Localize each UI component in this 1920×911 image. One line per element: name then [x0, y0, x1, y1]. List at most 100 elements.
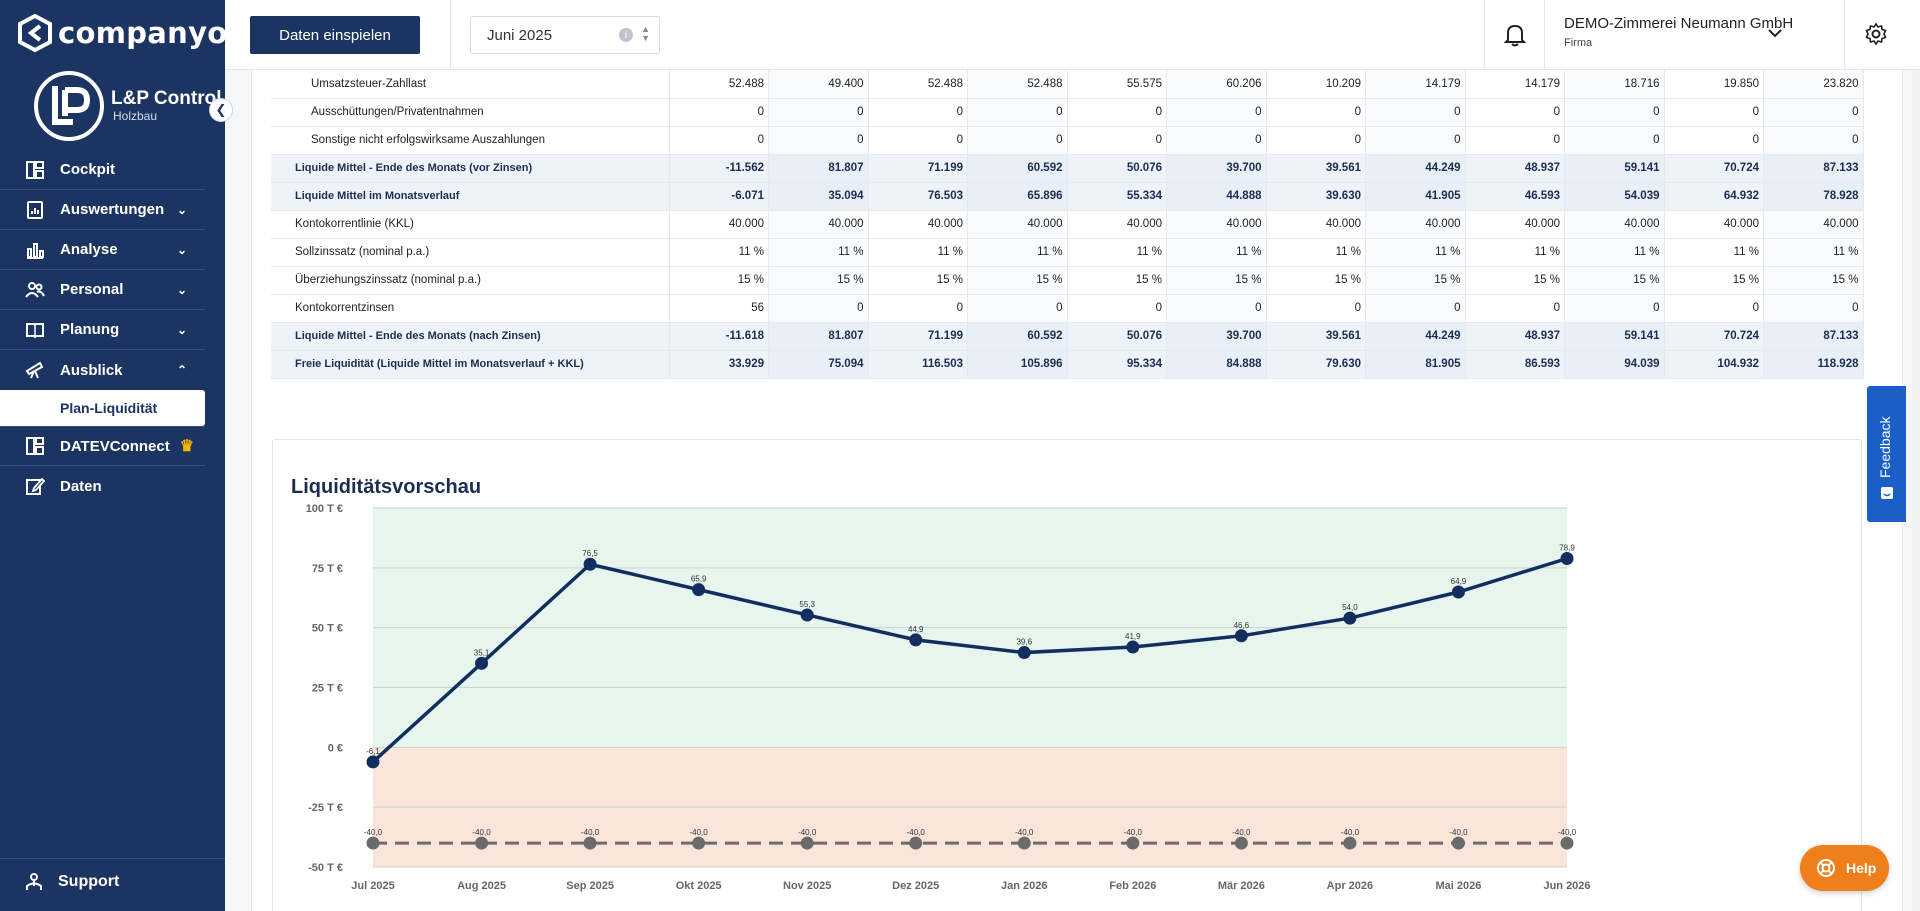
company-selector[interactable]: DEMO-Zimmerei Neumann GmbH Firma — [1564, 15, 1793, 49]
bell-icon[interactable] — [1504, 23, 1526, 47]
table-cell: 48.937 — [1465, 154, 1565, 183]
report-icon — [24, 199, 46, 221]
table-cell: 44.249 — [1365, 154, 1466, 183]
sidebar-item-label: Ausblick — [60, 361, 123, 379]
book-icon — [24, 319, 46, 341]
data-point — [692, 583, 706, 597]
table-cell: 50.076 — [1067, 322, 1167, 351]
table-cell: 40.000 — [1465, 210, 1565, 239]
data-label: 76,5 — [582, 549, 598, 558]
liquidity-chart: 100 T € 75 T € 50 T € 25 T € 0 € -25 T € -50 T… — [306, 503, 1591, 892]
table-cell: 56 — [669, 294, 769, 323]
table-cell: 64.932 — [1664, 182, 1764, 211]
data-point — [1343, 836, 1357, 850]
table-cell: 15 % — [967, 266, 1068, 295]
sidebar-item-ausblick[interactable]: Ausblick ⌃ — [0, 350, 205, 390]
gear-icon[interactable] — [1864, 22, 1888, 46]
sidebar-item-personal[interactable]: Personal ⌄ — [0, 270, 205, 310]
row-label: Kontokorrentzinsen — [271, 294, 670, 323]
table-cell: 70.724 — [1664, 322, 1764, 351]
table-cell: 87.133 — [1763, 154, 1864, 183]
table-cell: 0 — [768, 98, 869, 127]
bar-chart-icon — [24, 239, 46, 261]
table-cell: 0 — [669, 98, 769, 127]
chart-card: Liquiditätsvorschau 100 T € 75 T € 50 T € 2… — [272, 439, 1862, 911]
table-cell: 15 % — [1166, 266, 1267, 295]
table-cell: 0 — [1763, 294, 1864, 323]
table-cell: 40.000 — [1664, 210, 1764, 239]
table-cell: 0 — [1365, 98, 1466, 127]
data-label: 54,0 — [1342, 603, 1358, 612]
sidebar-subitem-plan-liquiditaet[interactable]: Plan-Liquidität — [0, 390, 205, 426]
table-cell: 15 % — [1067, 266, 1167, 295]
table-cell: 11 % — [1266, 238, 1366, 267]
x-tick-label: Dez 2025 — [892, 880, 939, 892]
table-cell: 81.807 — [768, 322, 869, 351]
row-label: Liquide Mittel - Ende des Monats (nach Z… — [271, 322, 670, 351]
divider — [1844, 0, 1845, 70]
table-cell: 0 — [1664, 98, 1764, 127]
support-link[interactable]: Support — [24, 872, 119, 892]
table-cell: 60.206 — [1166, 70, 1267, 99]
table-cell: 40.000 — [1365, 210, 1466, 239]
data-point — [1017, 646, 1031, 660]
table-cell: 75.094 — [768, 350, 869, 379]
table-cell: 0 — [1067, 294, 1167, 323]
table-row: Liquide Mittel - Ende des Monats (nach Z… — [271, 322, 1864, 351]
table-cell: 44.888 — [1166, 182, 1267, 211]
data-label: -40,0 — [472, 828, 491, 837]
data-point — [583, 836, 597, 850]
sidebar-item-label: Daten — [60, 477, 102, 495]
chevron-down-icon: ⌄ — [176, 283, 187, 297]
table-row: Ausschüttungen/Privatentnahmen 0 0 0 0 0 0 0 0 0 0… — [271, 98, 1864, 127]
table-cell: 70.724 — [1664, 154, 1764, 183]
table-cell: 60.592 — [967, 154, 1068, 183]
sidebar-item-datevconnect[interactable]: DATEVConnect ♛ — [0, 426, 205, 466]
table-cell: 11 % — [768, 238, 869, 267]
table-cell: 54.039 — [1564, 182, 1665, 211]
table-cell: 0 — [1365, 294, 1466, 323]
table-cell: 40.000 — [1763, 210, 1864, 239]
y-tick-label: 0 € — [328, 742, 343, 754]
table-cell: 15 % — [669, 266, 769, 295]
table-cell: 46.593 — [1465, 182, 1565, 211]
divider — [450, 0, 451, 70]
table-cell: 59.141 — [1564, 322, 1665, 351]
import-data-button[interactable]: Daten einspielen — [250, 16, 420, 54]
table-cell: 0 — [1465, 126, 1565, 155]
feedback-tab[interactable]: Feedback — [1867, 386, 1906, 522]
info-icon[interactable]: i — [619, 28, 633, 42]
table-cell: 52.488 — [967, 70, 1068, 99]
collapse-sidebar-button[interactable]: ❮ — [209, 98, 233, 122]
table-row: Liquide Mittel im Monatsverlauf -6.071 35.… — [271, 182, 1864, 211]
table-cell: 11 % — [967, 238, 1068, 267]
data-label: -6,1 — [366, 747, 380, 756]
chevron-down-icon: ⌄ — [176, 203, 187, 217]
sort-arrows-icon: ▲ ▼ — [641, 24, 650, 43]
data-label: 44,9 — [908, 625, 924, 634]
sidebar-item-cockpit[interactable]: Cockpit — [0, 150, 205, 190]
sidebar-item-daten[interactable]: Daten — [0, 466, 205, 506]
data-point — [475, 836, 489, 850]
chevron-left-icon: ❮ — [215, 102, 227, 118]
client-logo: L&P Control Holzbau — [33, 70, 221, 142]
edit-icon — [24, 475, 46, 497]
table-cell: 39.561 — [1266, 154, 1366, 183]
table-cell: 40.000 — [1564, 210, 1665, 239]
month-select-value: Juni 2025 — [487, 26, 553, 44]
table-cell: 10.209 — [1266, 70, 1366, 99]
sidebar-item-analyse[interactable]: Analyse ⌄ — [0, 230, 205, 270]
sidebar-item-auswertungen[interactable]: Auswertungen ⌄ — [0, 190, 205, 230]
help-button[interactable]: Help — [1800, 845, 1889, 891]
data-point — [366, 755, 380, 769]
sidebar-item-planung[interactable]: Planung ⌄ — [0, 310, 205, 350]
table-cell: 0 — [1266, 126, 1366, 155]
y-tick-label: -25 T € — [308, 802, 343, 814]
row-label: Sollzinssatz (nominal p.a.) — [271, 238, 670, 267]
scrollbar[interactable] — [1912, 70, 1920, 911]
table-cell: 0 — [1067, 98, 1167, 127]
chevron-down-icon[interactable] — [1766, 24, 1784, 42]
data-point — [1234, 836, 1248, 850]
brand-logo[interactable]: companyon — [18, 14, 248, 52]
month-select[interactable]: Juni 2025 i ▲ ▼ — [470, 16, 660, 54]
